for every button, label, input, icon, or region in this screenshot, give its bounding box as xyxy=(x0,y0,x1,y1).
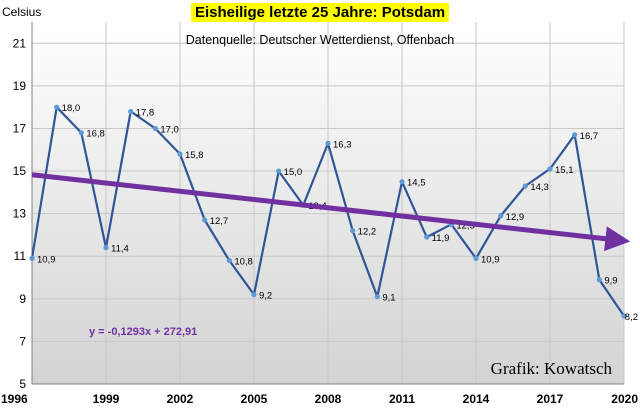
data-point xyxy=(621,313,627,319)
data-label: 11,4 xyxy=(111,244,129,255)
y-tick-label: 7 xyxy=(19,334,26,348)
x-tick-label: 2020 xyxy=(611,392,638,406)
data-point xyxy=(251,291,257,298)
data-point xyxy=(350,228,356,234)
data-point xyxy=(128,108,134,115)
data-point xyxy=(29,255,35,261)
data-point xyxy=(473,255,479,261)
data-point xyxy=(498,213,504,219)
data-labels: 10,9 18,0 16,8 11,4 17,8 17,0 15,8 12,7 10,8 9,2 1… xyxy=(37,103,638,323)
data-label: 10,9 xyxy=(481,254,500,265)
data-label: 16,7 xyxy=(580,131,599,142)
x-tick-label: 2002 xyxy=(167,392,194,406)
data-point xyxy=(374,294,380,300)
x-tick-label: 2008 xyxy=(315,392,342,406)
data-point xyxy=(103,245,109,251)
x-tick-label: 2014 xyxy=(463,392,490,406)
data-label: 9,1 xyxy=(382,293,395,304)
chart-subtitle: Datenquelle: Deutscher Wetterdienst, Off… xyxy=(186,33,454,47)
axes xyxy=(31,22,624,385)
data-label: 9,9 xyxy=(604,276,617,287)
x-tick-label: 1999 xyxy=(93,392,120,406)
y-tick-label: 17 xyxy=(13,121,27,135)
chart-title: Eisheilige letzte 25 Jahre: Potsdam xyxy=(195,4,445,21)
tick-labels: 5 7 9 11 13 15 17 19 21 1996 1999 2002 2005 2008 2011 2… xyxy=(1,36,638,406)
data-label: 12,5 xyxy=(456,220,475,231)
data-label: 10,9 xyxy=(37,254,56,265)
x-tick-label: 2017 xyxy=(537,392,564,406)
trendline-equation: y = -0,1293x + 272,91 xyxy=(89,326,197,338)
title-background xyxy=(190,3,450,22)
data-label: 17,8 xyxy=(136,107,155,118)
data-label: 14,5 xyxy=(407,178,426,189)
y-tick-label: 15 xyxy=(13,164,27,178)
y-tick-label: 9 xyxy=(19,292,26,306)
y-tick-label: 13 xyxy=(13,207,27,221)
data-label: 18,0 xyxy=(62,103,81,114)
data-point xyxy=(177,151,183,157)
y-tick-label: 19 xyxy=(13,79,27,93)
data-label: 8,2 xyxy=(625,312,638,323)
data-point xyxy=(202,217,208,223)
data-point xyxy=(596,277,602,283)
data-label: 16,3 xyxy=(333,139,352,150)
y-tick-label: 11 xyxy=(14,249,27,263)
data-point xyxy=(325,140,331,146)
data-point xyxy=(547,166,553,172)
data-label: 12,7 xyxy=(210,216,229,227)
data-point xyxy=(54,104,60,110)
data-point xyxy=(276,168,282,174)
trendline-arrow xyxy=(31,172,631,252)
data-label: 14,3 xyxy=(530,182,549,193)
data-label: 16,8 xyxy=(86,129,105,140)
x-tick-label: 1996 xyxy=(1,392,28,406)
data-label: 9,2 xyxy=(259,291,272,302)
data-point xyxy=(152,125,158,132)
trendline-layer xyxy=(31,172,631,252)
chart-credit: Grafik: Kowatsch xyxy=(491,359,613,378)
data-label: 10,8 xyxy=(234,256,253,267)
x-tick-label: 2011 xyxy=(389,392,415,406)
data-label: 15,1 xyxy=(555,165,574,176)
data-label: 17,0 xyxy=(160,124,179,135)
data-point xyxy=(226,257,232,264)
data-label: 12,2 xyxy=(358,227,377,238)
data-point xyxy=(399,179,405,185)
data-label: 15,0 xyxy=(284,167,303,178)
y-tick-label: 21 xyxy=(13,36,27,50)
y-axis-label: Celsius xyxy=(2,5,41,19)
data-point xyxy=(522,183,528,189)
data-point xyxy=(572,132,578,138)
y-tick-label: 5 xyxy=(19,377,26,391)
data-label: 15,8 xyxy=(185,150,204,161)
x-tick-label: 2005 xyxy=(241,392,268,406)
data-point xyxy=(424,234,430,240)
data-label: 12,9 xyxy=(506,212,524,223)
data-point xyxy=(78,130,84,136)
data-label: 11,9 xyxy=(432,233,450,244)
